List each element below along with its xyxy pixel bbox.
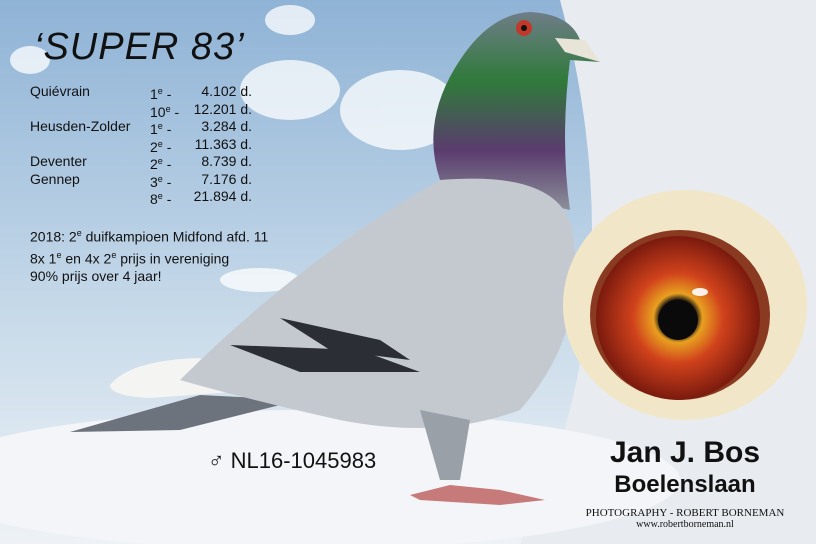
note-line-2: 8x 1e en 4x 2e prijs in vereniging — [30, 249, 230, 267]
race-rank: 10e - — [150, 103, 180, 120]
owner-block: Jan J. Bos Boelenslaan — [560, 436, 810, 500]
race-field-size: 12.201 d. — [193, 100, 252, 117]
pigeon-illustration — [70, 12, 600, 505]
result-row: 10e - 12.201 d. — [30, 100, 252, 120]
clouds — [10, 5, 460, 292]
race-location: Deventer — [30, 153, 87, 169]
race-rank: 2e - — [150, 156, 172, 172]
race-location: Quiévrain — [30, 83, 90, 99]
race-results: Quiévrain 1e -4.102 d. 10e -12.201 d. Heusd… — [30, 83, 252, 207]
race-location — [30, 101, 150, 119]
photo-credit: PHOTOGRAPHY - ROBERT BORNEMAN www.robert… — [560, 507, 810, 530]
race-rank: 3e - — [150, 173, 172, 190]
race-location — [30, 188, 150, 206]
result-row: 8e - 21.894 d. — [30, 188, 252, 207]
race-rank: 1e - — [150, 86, 172, 102]
result-row: Gennep 3e - 7.176 d. — [30, 170, 252, 190]
photographer-url: www.robertborneman.nl — [636, 519, 734, 530]
race-field-size: 3.284 d. — [201, 118, 252, 134]
owner-name: Jan J. Bos — [609, 436, 761, 469]
note-line-3: 90% prijs over 4 jaar! — [30, 268, 162, 285]
result-row: Deventer 2e - 8.739 d. — [30, 153, 252, 172]
race-location — [30, 136, 150, 154]
achievements-notes: 2018: 2e duifkampioen Midfond afd. 11 8x… — [30, 224, 268, 285]
result-row: Heusden-Zolder 1e - 3.284 d. — [30, 118, 252, 137]
race-location: Gennep — [30, 170, 80, 187]
result-row: 2e - 11.363 d. — [30, 135, 252, 155]
note-line-1: 2018: 2e duifkampioen Midfond afd. 11 — [30, 228, 269, 245]
race-location: Heusden-Zolder — [30, 118, 131, 134]
race-field-size: 7.176 d. — [201, 170, 252, 187]
race-rank: 2e - — [150, 138, 172, 155]
owner-loft: Boelenslaan — [614, 471, 756, 498]
race-field-size: 21.894 d. — [193, 188, 252, 204]
photographer-credit: PHOTOGRAPHY - ROBERT BORNEMAN — [585, 507, 785, 519]
ring-number: ♂ NL16-1045983 — [208, 448, 377, 473]
eye-closeup — [563, 190, 807, 420]
race-field-size: 4.102 d. — [201, 83, 252, 99]
pigeon-name-title: ‘SUPER 83’ — [34, 26, 245, 68]
race-field-size: 8.739 d. — [201, 153, 252, 169]
result-row: Quiévrain 1e - 4.102 d. — [30, 83, 252, 102]
race-rank: 1e - — [150, 121, 172, 137]
race-rank: 8e - — [150, 191, 172, 207]
race-field-size: 11.363 d. — [194, 135, 252, 152]
